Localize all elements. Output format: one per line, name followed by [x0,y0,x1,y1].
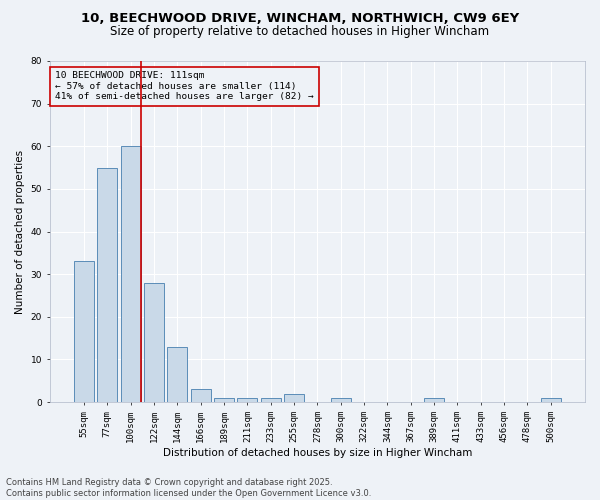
Bar [284,394,304,402]
Bar [191,390,211,402]
Text: Contains HM Land Registry data © Crown copyright and database right 2025.
Contai: Contains HM Land Registry data © Crown c… [6,478,371,498]
Bar [121,146,140,402]
Bar [74,262,94,402]
Bar [261,398,281,402]
Text: Size of property relative to detached houses in Higher Wincham: Size of property relative to detached ho… [110,25,490,38]
Bar [214,398,234,402]
X-axis label: Distribution of detached houses by size in Higher Wincham: Distribution of detached houses by size … [163,448,472,458]
Bar [424,398,444,402]
Bar [331,398,350,402]
Bar [167,346,187,402]
Y-axis label: Number of detached properties: Number of detached properties [15,150,25,314]
Bar [144,282,164,402]
Bar [97,168,117,402]
Text: 10 BEECHWOOD DRIVE: 111sqm
← 57% of detached houses are smaller (114)
41% of sem: 10 BEECHWOOD DRIVE: 111sqm ← 57% of deta… [55,71,314,101]
Bar [238,398,257,402]
Text: 10, BEECHWOOD DRIVE, WINCHAM, NORTHWICH, CW9 6EY: 10, BEECHWOOD DRIVE, WINCHAM, NORTHWICH,… [81,12,519,26]
Bar [541,398,560,402]
